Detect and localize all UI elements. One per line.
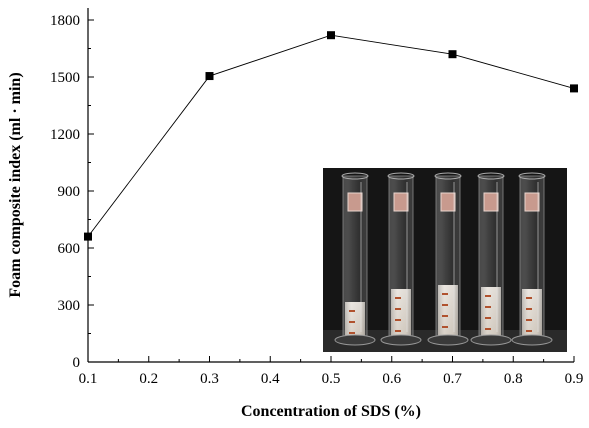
- graduation-mark: [485, 328, 491, 330]
- tube-rim: [477, 172, 505, 180]
- graduation-mark: [442, 315, 448, 317]
- y-tick-label: 1200: [50, 127, 80, 143]
- graduation-mark: [526, 308, 532, 310]
- data-point-marker: [84, 232, 92, 241]
- tube-label: [524, 192, 540, 212]
- cylinder-base: [511, 334, 553, 346]
- cylinder-base: [427, 334, 469, 346]
- tube-label: [347, 192, 363, 212]
- y-axis-ticks: 0 300 600 900 1200 1500 1800: [50, 13, 94, 371]
- cylinder-base: [470, 334, 512, 346]
- graduation-mark: [442, 326, 448, 328]
- tube-rim: [341, 172, 369, 180]
- cylinder: [511, 172, 553, 346]
- inset-photo-cylinders: [323, 168, 567, 352]
- y-axis-title: Foam composite index (ml · min): [7, 72, 24, 297]
- x-axis-title: Concentration of SDS (%): [241, 403, 421, 420]
- y-tick-label: 1500: [50, 70, 80, 86]
- x-tick-label: 0.2: [139, 371, 158, 387]
- graduation-mark: [485, 317, 491, 319]
- x-tick-label: 0.5: [322, 371, 341, 387]
- graduation-mark: [395, 330, 401, 332]
- graduation-mark: [526, 319, 532, 321]
- graduation-mark: [395, 319, 401, 321]
- x-tick-label: 0.9: [565, 371, 584, 387]
- x-tick-label: 0.3: [200, 371, 219, 387]
- graduation-mark: [526, 330, 532, 332]
- data-point-marker: [327, 31, 335, 40]
- tube-rim: [387, 172, 415, 180]
- cylinder-base: [334, 334, 376, 346]
- graduation-mark: [442, 293, 448, 295]
- cylinder-base: [380, 334, 422, 346]
- data-point-marker: [205, 72, 214, 81]
- y-tick-label: 0: [73, 355, 81, 371]
- glass-tube: [342, 175, 368, 337]
- x-tick-label: 0.1: [79, 371, 98, 387]
- graduation-mark: [485, 306, 491, 308]
- cylinder: [427, 172, 469, 346]
- tube-rim: [434, 172, 462, 180]
- tube-label: [483, 192, 499, 212]
- y-tick-label: 300: [58, 298, 81, 314]
- tube-rim: [518, 172, 546, 180]
- x-tick-label: 0.6: [382, 371, 401, 387]
- tube-label: [393, 192, 409, 212]
- cylinder: [470, 172, 512, 346]
- graduation-mark: [349, 321, 355, 323]
- y-tick-label: 600: [58, 241, 81, 257]
- graduation-mark: [526, 297, 532, 299]
- x-axis-ticks: 0.1 0.2 0.3 0.4 0.5 0.6 0.7 0.8 0.9: [79, 356, 584, 387]
- graduation-mark: [395, 297, 401, 299]
- graduation-mark: [349, 310, 355, 312]
- series-layer: [84, 31, 578, 241]
- cylinder: [334, 172, 376, 346]
- data-point-marker: [448, 50, 457, 59]
- graduation-mark: [349, 332, 355, 334]
- y-tick-label: 900: [58, 184, 81, 200]
- cylinder: [380, 172, 422, 346]
- graduation-mark: [485, 295, 491, 297]
- x-tick-label: 0.4: [261, 371, 280, 387]
- graduation-mark: [442, 304, 448, 306]
- tube-label: [440, 192, 456, 212]
- x-tick-label: 0.8: [504, 371, 523, 387]
- graduation-mark: [395, 308, 401, 310]
- y-tick-label: 1800: [50, 13, 80, 29]
- x-tick-label: 0.7: [443, 371, 462, 387]
- data-point-marker: [570, 84, 578, 93]
